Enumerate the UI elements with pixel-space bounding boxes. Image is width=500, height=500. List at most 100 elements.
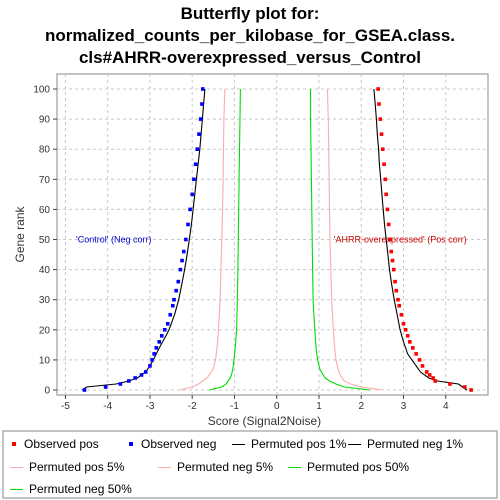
series-point-observed-pos — [378, 117, 383, 121]
series-point-observed-neg — [133, 376, 137, 380]
legend-line-swatch — [232, 443, 245, 445]
legend-item: Permuted neg 5% — [158, 460, 273, 474]
series-point-observed-pos — [401, 321, 406, 326]
series-point-observed-pos — [384, 192, 388, 197]
series-point-observed-neg — [174, 288, 178, 293]
legend-label: Observed pos — [24, 437, 99, 451]
series-point-observed-neg — [127, 379, 131, 383]
series-point-observed-neg — [172, 297, 176, 302]
series-point-observed-neg — [118, 382, 123, 386]
series-point-observed-pos — [394, 288, 399, 293]
x-axis-label: Score (Signal2Noise) — [208, 414, 321, 428]
series-point-observed-neg — [168, 312, 173, 317]
legend-line-swatch — [158, 466, 171, 468]
x-tick-label: -3 — [146, 401, 155, 412]
series-point-observed-neg — [200, 102, 204, 106]
series-point-observed-neg — [148, 364, 152, 368]
y-tick-label: 80 — [39, 145, 51, 156]
series-point-observed-neg — [195, 147, 200, 151]
series-point-observed-pos — [382, 162, 386, 167]
series-line-permuted-pos-1 — [373, 88, 468, 391]
series-point-observed-neg — [170, 303, 175, 308]
series-point-observed-pos — [383, 177, 388, 182]
legend-item: Permuted pos 5% — [10, 460, 124, 474]
legend-item: Permuted pos 1% — [232, 437, 346, 451]
series-point-observed-pos — [388, 237, 392, 242]
series-point-observed-pos — [414, 352, 418, 356]
x-tick-label: -4 — [103, 401, 112, 412]
legend-item: Observed pos — [10, 437, 99, 451]
series-point-observed-pos — [380, 147, 385, 151]
series-point-observed-neg — [162, 328, 167, 332]
series-point-observed-neg — [184, 237, 188, 242]
series-point-observed-neg — [176, 279, 181, 284]
series-point-observed-neg — [181, 249, 186, 254]
x-tick-label: -1 — [230, 401, 239, 412]
plot-area — [56, 73, 489, 396]
annotation-label: 'Control' (Neg corr) — [76, 235, 151, 245]
series-point-observed-pos — [405, 334, 410, 338]
series-point-observed-pos — [403, 328, 408, 332]
legend-label: Observed neg — [141, 437, 217, 451]
y-tick-label: 20 — [39, 325, 51, 336]
legend-line-swatch — [10, 488, 23, 490]
legend-label: Permuted neg 50% — [29, 482, 132, 496]
series-point-observed-pos — [420, 364, 425, 368]
series-point-observed-pos — [469, 388, 473, 392]
series-point-observed-pos — [433, 379, 437, 383]
y-tick-label: 90 — [39, 115, 51, 126]
x-tick-label: 0 — [274, 401, 280, 412]
series-point-observed-pos — [410, 346, 415, 350]
series-point-observed-neg — [103, 385, 108, 389]
series-point-observed-pos — [385, 207, 390, 212]
series-line-permuted-pos-5 — [326, 88, 383, 391]
series-point-observed-pos — [376, 87, 380, 91]
legend-label: Permuted neg 5% — [177, 460, 274, 474]
legend-line-swatch — [10, 466, 23, 468]
series-point-observed-neg — [190, 192, 195, 197]
x-tick-label: 2 — [358, 401, 364, 412]
x-tick-label: 1 — [316, 401, 322, 412]
series-point-observed-neg — [152, 352, 156, 356]
series-point-observed-pos — [399, 312, 404, 317]
series-point-observed-neg — [82, 388, 87, 392]
series-point-observed-pos — [396, 297, 400, 302]
series-point-observed-neg — [150, 358, 154, 362]
series-point-observed-pos — [417, 358, 422, 362]
series-line-permuted-pos-50 — [309, 89, 370, 391]
legend-point-swatch — [129, 442, 133, 446]
series-point-observed-pos — [448, 382, 452, 386]
series-point-observed-pos — [389, 249, 394, 254]
series-point-observed-pos — [424, 370, 429, 374]
series-point-observed-neg — [139, 373, 144, 377]
series-point-observed-neg — [159, 334, 164, 338]
legend-line-swatch — [348, 443, 361, 445]
y-tick-label: 100 — [33, 85, 50, 96]
legend-point-swatch — [12, 442, 16, 446]
series-line-permuted-neg-50 — [208, 88, 241, 391]
legend-border — [2, 430, 498, 499]
series-point-observed-pos — [427, 373, 432, 377]
legend-line-swatch — [288, 466, 301, 468]
series-point-observed-pos — [386, 222, 391, 227]
series-point-observed-pos — [393, 279, 397, 284]
legend-label: Permuted pos 5% — [29, 460, 125, 474]
y-tick-label: 30 — [39, 295, 51, 306]
series-point-observed-neg — [143, 370, 148, 374]
series-point-observed-pos — [462, 385, 467, 389]
series-point-observed-neg — [157, 340, 162, 344]
series-point-observed-pos — [390, 258, 395, 263]
series-point-observed-neg — [188, 207, 192, 212]
x-tick-label: 3 — [401, 401, 407, 412]
y-tick-label: 40 — [39, 265, 51, 276]
annotation-label: 'AHRR-overexpressed' (Pos corr) — [334, 235, 467, 245]
legend-item: Permuted neg 1% — [348, 437, 463, 451]
series-point-observed-pos — [431, 376, 435, 380]
series-point-observed-neg — [200, 87, 205, 91]
x-tick-label: -5 — [61, 401, 70, 412]
y-tick-label: 10 — [39, 355, 51, 366]
x-tick-label: 4 — [443, 401, 449, 412]
legend-label: Permuted pos 1% — [251, 437, 347, 451]
y-tick-label: 60 — [39, 205, 51, 216]
